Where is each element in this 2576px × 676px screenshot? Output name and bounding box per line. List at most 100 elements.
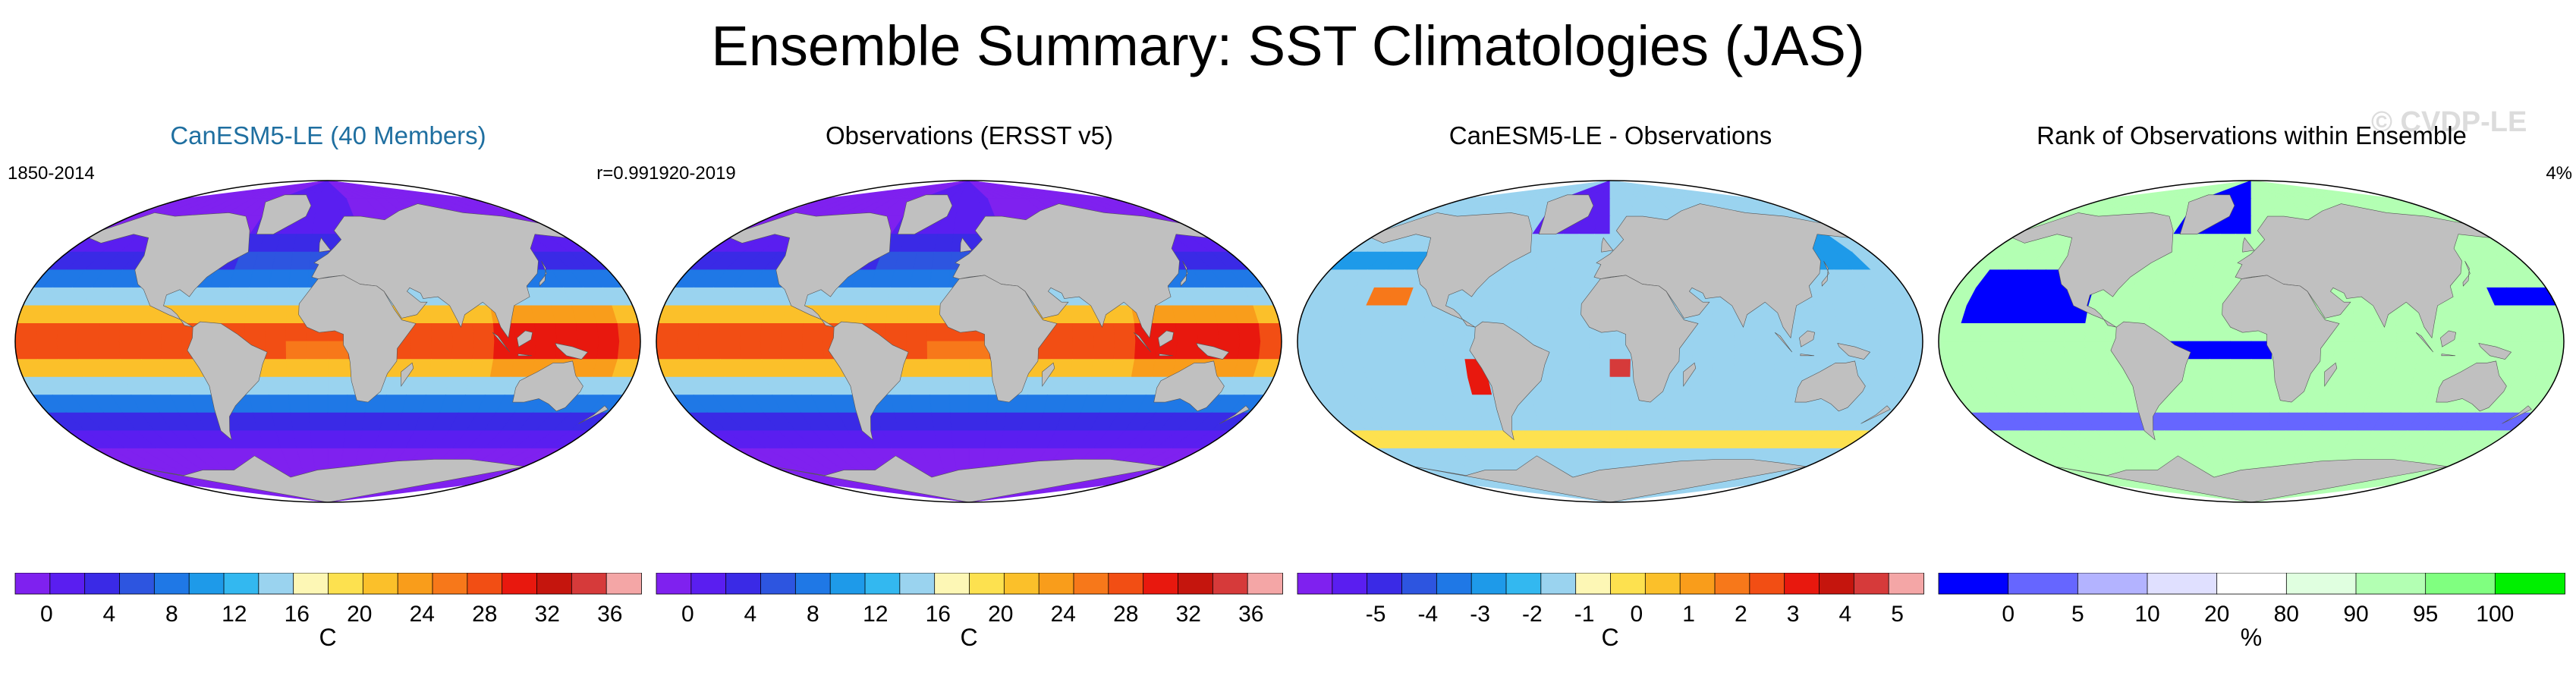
- colorbar-swatch: [119, 573, 156, 595]
- colorbar-tick-label: -3: [1470, 602, 1490, 627]
- colorbar-swatch: [1644, 573, 1681, 595]
- land-mass: [1860, 405, 1891, 424]
- colorbar-swatch: [84, 573, 121, 595]
- map-outline: [656, 180, 1282, 503]
- colorbar-swatch: [1470, 573, 1507, 595]
- colorbar-tick-label: 20: [2204, 602, 2229, 627]
- colorbar-tick-label: 0: [1631, 602, 1643, 627]
- land-mass: [1469, 321, 1550, 441]
- land-mass: [2440, 330, 2457, 347]
- colorbar-tick-label: 12: [222, 602, 247, 627]
- land-mass: [2436, 360, 2507, 412]
- colorbar-swatch: [2077, 573, 2148, 595]
- colorbar-swatch: [1853, 573, 1890, 595]
- panel-difference: CanESM5-LE - Observations -5 -4 -3 -2 -1 0 1 2 3…: [1290, 121, 1931, 676]
- colorbar-swatch: [1401, 573, 1438, 595]
- land-mass: [2179, 194, 2235, 234]
- land-mass: [1538, 194, 1594, 234]
- difference-map: [1297, 180, 1923, 503]
- land-mass: [539, 260, 547, 287]
- land-mass: [1581, 275, 1699, 403]
- colorbar-tick-label: 5: [2071, 602, 2084, 627]
- rank-percent-label: 4%: [2546, 163, 2572, 184]
- colorbar-tick-label: 12: [863, 602, 888, 627]
- land-mass: [2054, 455, 2449, 502]
- land-mass: [939, 275, 1058, 403]
- colorbar-swatch: [432, 573, 468, 595]
- land-mass: [298, 275, 417, 403]
- land-mass: [1821, 260, 1829, 287]
- land-mass: [1158, 330, 1175, 347]
- land-mass: [1159, 354, 1174, 357]
- land-mass: [1180, 260, 1188, 287]
- colorbar: -5 -4 -3 -2 -1 0 1 2 3 4 5 C: [1297, 573, 1924, 651]
- land-mass: [772, 455, 1166, 502]
- land-mass: [828, 321, 909, 441]
- land-mass: [1196, 342, 1230, 360]
- colorbar-swatch: [362, 573, 399, 595]
- colorbar-swatch: [1575, 573, 1612, 595]
- colorbar-swatch: [1108, 573, 1144, 595]
- land-mass: [2222, 275, 2340, 403]
- panel-model-climatology: CanESM5-LE (40 Members) 1850-2014 r=0.99…: [8, 121, 649, 676]
- ocean-field: [15, 181, 640, 502]
- land-mass: [131, 455, 525, 502]
- colorbar-tick-label: 24: [410, 602, 435, 627]
- colorbar-tick-label: -5: [1366, 602, 1386, 627]
- colorbar-tick-label: 8: [807, 602, 819, 627]
- colorbar-tick-label: 32: [1176, 602, 1201, 627]
- colorbar-swatch: [397, 573, 433, 595]
- colorbar-unit-label: C: [1601, 624, 1618, 651]
- colorbar-tick-label: 20: [347, 602, 372, 627]
- colorbar-swatch: [49, 573, 86, 595]
- land-mass: [311, 203, 568, 339]
- land-mass: [2462, 260, 2471, 287]
- colorbar-tick-label: 20: [988, 602, 1013, 627]
- colorbar-swatch: [2008, 573, 2079, 595]
- ocean-field: [656, 181, 1282, 502]
- colorbar-tick-label: 1: [1682, 602, 1695, 627]
- land-mass: [1774, 332, 1793, 353]
- colorbar-swatch: [1367, 573, 1403, 595]
- panel-title: Rank of Observations within Ensemble: [2037, 121, 2467, 149]
- colorbar-swatch: [690, 573, 727, 595]
- colorbar-swatch: [1505, 573, 1542, 595]
- colorbar-tick-label: 16: [285, 602, 310, 627]
- colorbar-tick-label: 10: [2134, 602, 2159, 627]
- panel-rank: Rank of Observations within Ensemble 4% …: [1931, 121, 2572, 676]
- colorbar-tick-label: 0: [40, 602, 53, 627]
- land-mass: [1601, 237, 1614, 253]
- period-label: 1850-2014: [8, 163, 95, 184]
- land-mass: [1794, 360, 1866, 412]
- colorbar-tick-label: 0: [2002, 602, 2015, 627]
- colorbar-swatch: [794, 573, 832, 595]
- colorbar: 0 5 10 20 80 90 95 100%: [1938, 573, 2565, 651]
- land-mass: [517, 354, 533, 357]
- colorbar-swatch: [1212, 573, 1249, 595]
- land-mass: [2441, 354, 2456, 357]
- land-mass: [1683, 362, 1697, 387]
- colorbar-swatch: [2216, 573, 2288, 595]
- colorbar-swatch: [1819, 573, 1855, 595]
- colorbar-tick-label: 36: [1238, 602, 1263, 627]
- land-mass: [2324, 362, 2338, 387]
- land-mass: [1800, 354, 1815, 357]
- colorbar-tick-label: 8: [165, 602, 178, 627]
- map-outline: [1297, 180, 1923, 503]
- colorbar-tick-label: 16: [926, 602, 951, 627]
- colorbar-swatch: [605, 573, 642, 595]
- land-mass: [517, 330, 533, 347]
- colorbar-swatch: [1436, 573, 1473, 595]
- land-mass: [1413, 455, 1807, 502]
- colorbar: 0 4 8 12 16 20 24 28 32 36 C: [656, 573, 1283, 651]
- land-mass: [1133, 332, 1152, 353]
- land-mass: [2502, 405, 2532, 424]
- colorbar-tick-label: 4: [744, 602, 756, 627]
- land-mass: [1219, 405, 1250, 424]
- colorbar-swatch: [571, 573, 608, 595]
- colorbar-swatch: [536, 573, 573, 595]
- sst-map: [656, 180, 1282, 503]
- colorbar-tick-label: 2: [1735, 602, 1747, 627]
- land-mass: [897, 194, 953, 234]
- colorbar-swatch: [1714, 573, 1750, 595]
